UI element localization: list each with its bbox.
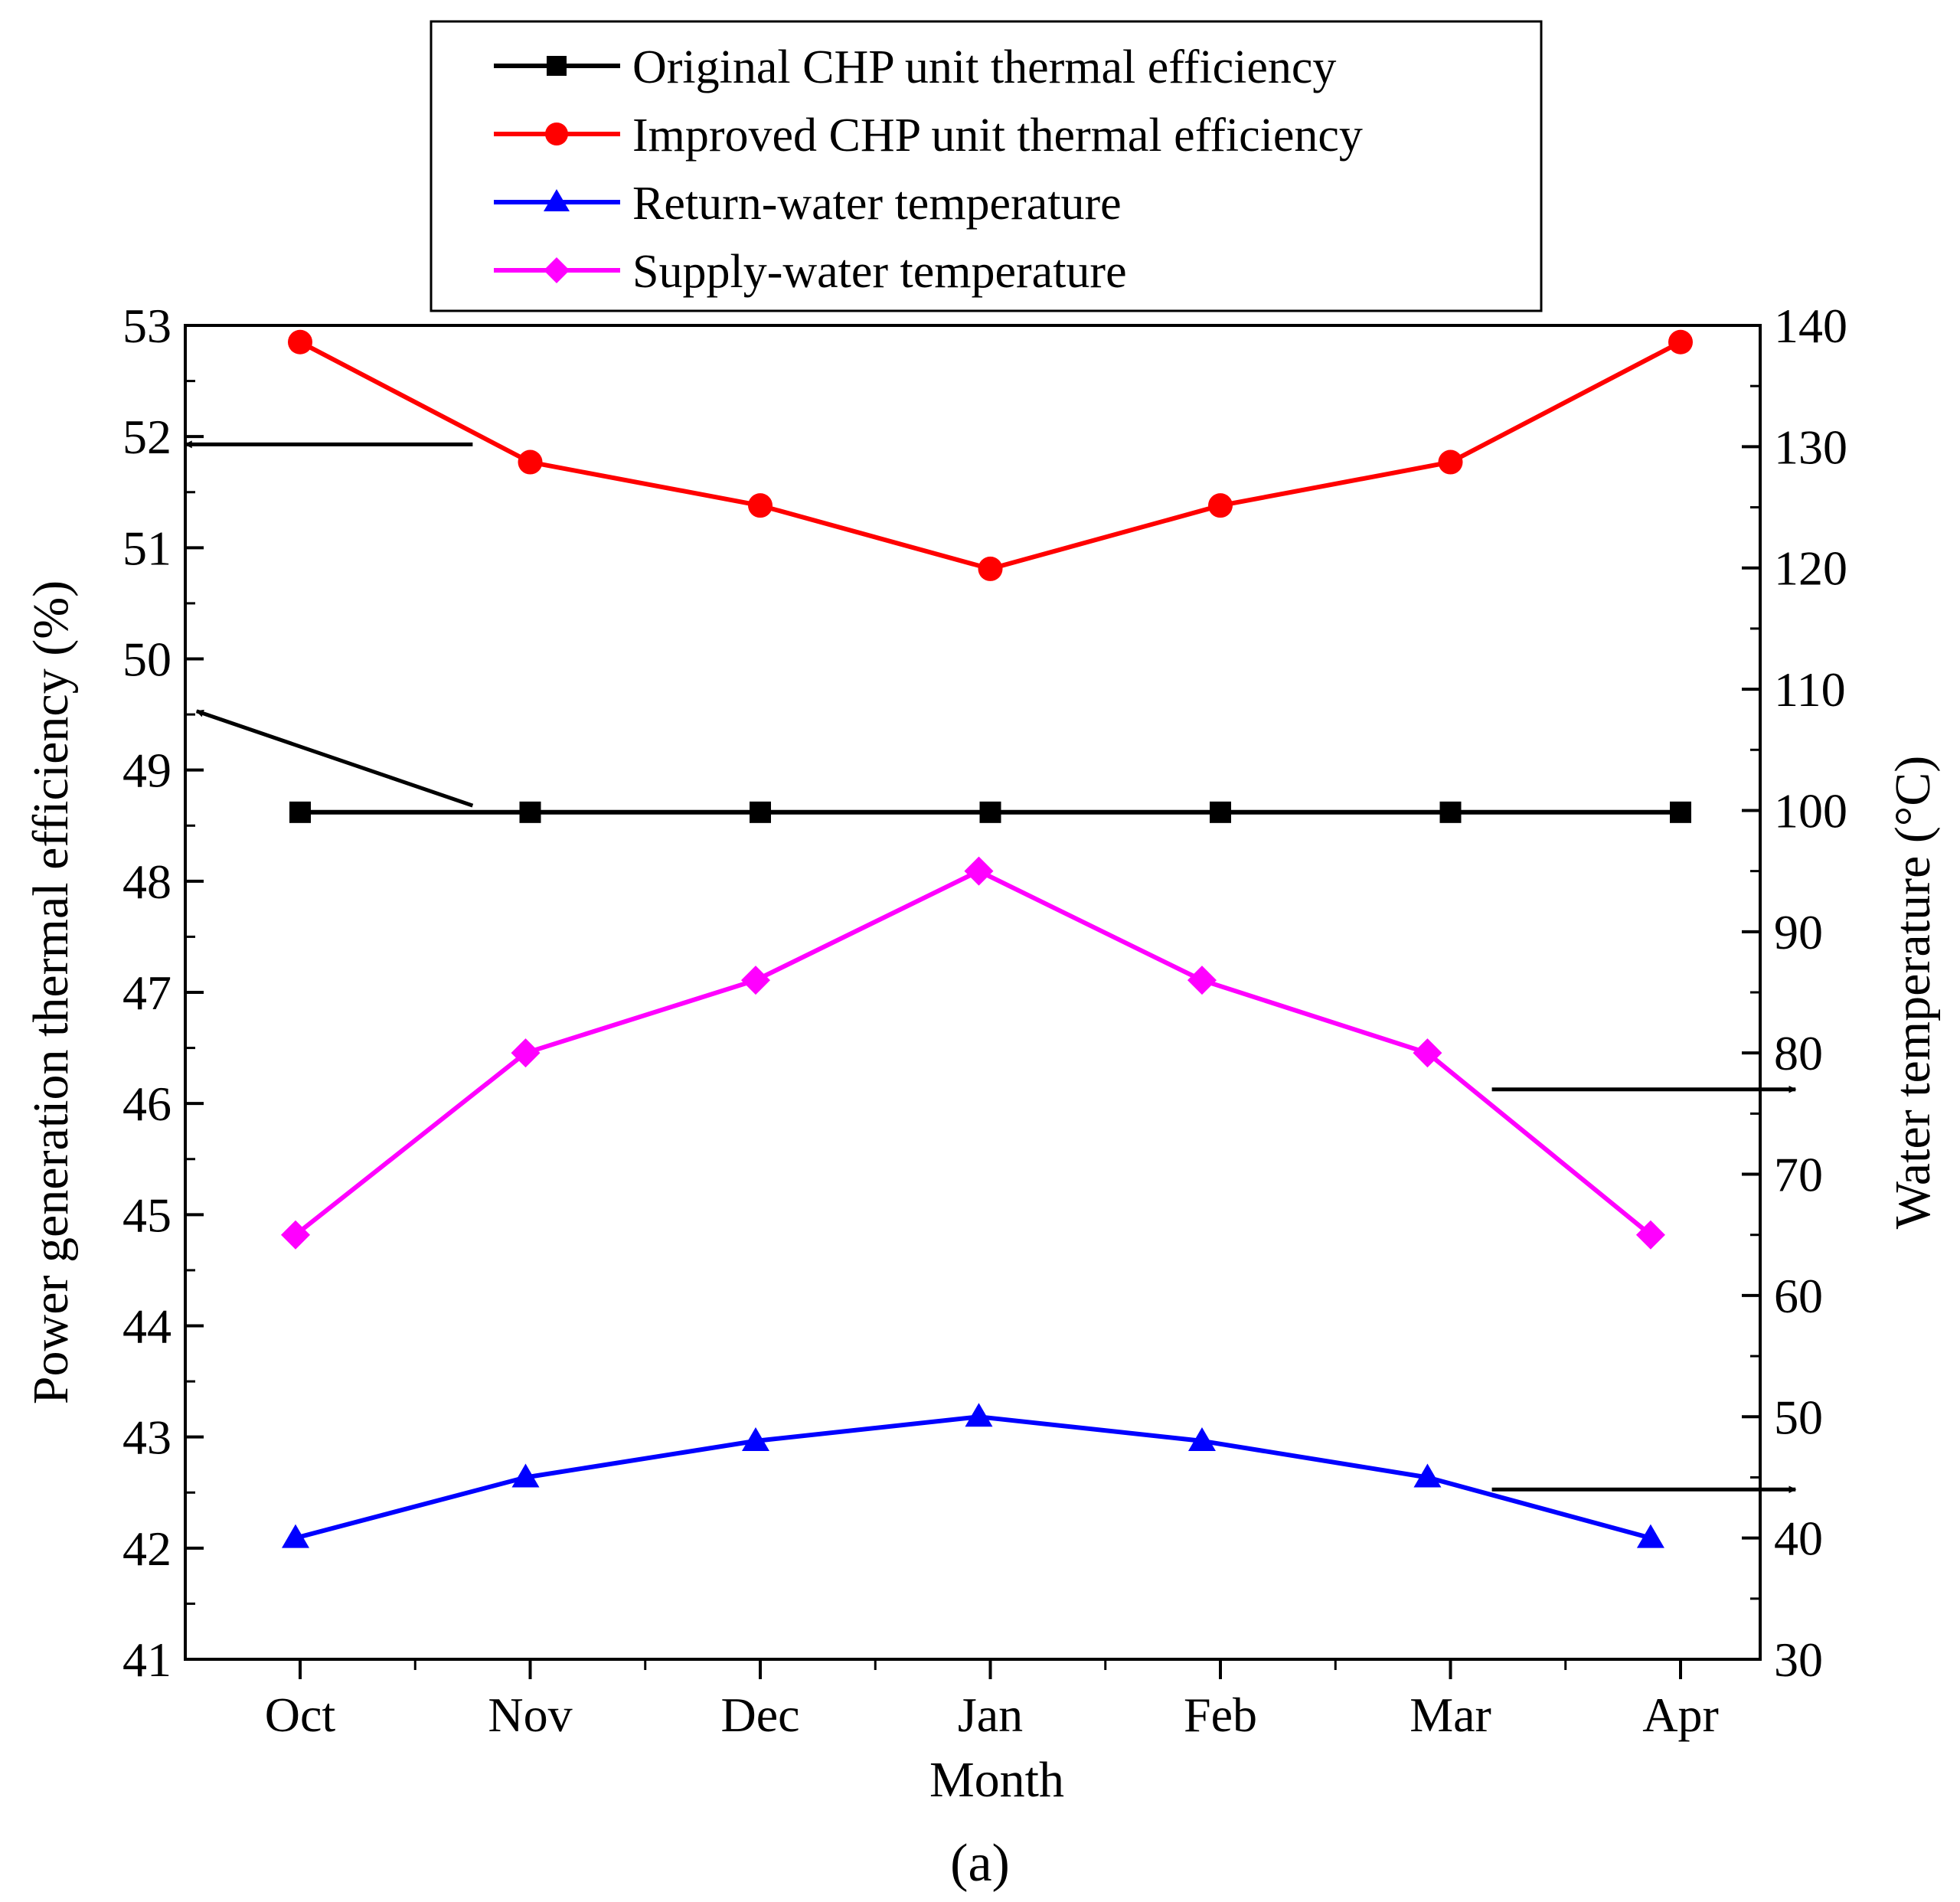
- right-axis-ticks: 30 40 50 60 70 80 90 100 110 120 130 140: [1742, 299, 1847, 1687]
- data-point-square: [1439, 801, 1462, 823]
- data-point-triangle: [281, 1524, 309, 1548]
- data-point-circle: [518, 449, 543, 475]
- left-tick-label: 46: [122, 1077, 172, 1131]
- legend-item-original: Original CHP unit thermal efficiency: [494, 41, 1336, 93]
- x-axis-title: Month: [929, 1752, 1064, 1808]
- data-point-diamond: [1635, 1220, 1665, 1250]
- right-tick-label: 60: [1774, 1269, 1823, 1323]
- right-tick-label: 110: [1774, 662, 1846, 717]
- right-tick-label: 40: [1774, 1511, 1823, 1566]
- left-tick-label: 51: [122, 521, 172, 575]
- data-point-square: [979, 801, 1001, 823]
- left-axis-title: Power generation thermal efficiency (%): [23, 580, 79, 1404]
- series-2: [288, 329, 1693, 581]
- data-point-diamond: [280, 1220, 310, 1250]
- left-tick-label: 44: [122, 1299, 172, 1354]
- left-tick-label: 50: [122, 632, 172, 687]
- series-1: [289, 801, 1691, 823]
- legend-box: [430, 20, 1543, 312]
- x-tick-label: Jan: [958, 1688, 1023, 1742]
- right-tick-label: 140: [1774, 299, 1847, 353]
- left-tick-label: 42: [122, 1521, 172, 1576]
- data-point-circle: [1208, 493, 1233, 518]
- right-tick-label: 70: [1774, 1148, 1823, 1202]
- left-tick-label: 48: [122, 855, 172, 909]
- data-point-diamond: [964, 856, 994, 886]
- left-tick-label: 47: [122, 966, 172, 1020]
- series-line: [299, 340, 1682, 571]
- data-point-square: [289, 801, 311, 823]
- legend-label-original: Original CHP unit thermal efficiency: [632, 41, 1336, 93]
- data-point-circle: [978, 556, 1003, 581]
- legend-label-return-water: Return-water temperature: [632, 178, 1122, 230]
- data-point-circle: [288, 329, 312, 355]
- data-point-diamond: [511, 1038, 541, 1068]
- right-tick-label: 50: [1774, 1390, 1823, 1444]
- x-tick-label: Nov: [488, 1688, 572, 1742]
- x-tick-label: Apr: [1642, 1688, 1719, 1742]
- right-tick-label: 100: [1774, 783, 1847, 838]
- legend-label-supply-water: Supply-water temperature: [632, 246, 1127, 298]
- left-tick-label: 41: [122, 1632, 172, 1687]
- data-point-square: [1670, 801, 1691, 823]
- series-layer: [280, 329, 1693, 1548]
- data-point-square: [750, 801, 771, 823]
- legend-marker-triangle: [544, 189, 570, 211]
- data-point-triangle: [965, 1403, 993, 1427]
- data-point-circle: [748, 493, 773, 518]
- x-axis-ticks: Oct Nov Dec Jan Feb Mar Apr: [265, 1659, 1719, 1742]
- right-tick-label: 120: [1774, 541, 1847, 596]
- data-point-circle: [1438, 449, 1463, 475]
- data-point-triangle: [1636, 1524, 1664, 1548]
- data-point-triangle: [1187, 1426, 1216, 1451]
- left-tick-label: 52: [122, 410, 172, 464]
- left-tick-label: 53: [122, 299, 172, 353]
- x-tick-label: Mar: [1410, 1688, 1491, 1742]
- legend-label-improved: Improved CHP unit thermal efficiency: [632, 109, 1363, 162]
- legend-item-return-water: Return-water temperature: [494, 178, 1122, 230]
- series-line: [295, 1414, 1651, 1541]
- x-tick-label: Dec: [720, 1688, 799, 1742]
- data-point-diamond: [1413, 1038, 1442, 1068]
- left-axis-ticks: 41 42 43 44 45 46 47 48 49 50 51 52 53: [122, 299, 204, 1687]
- axis-pointer-arrow: [195, 709, 474, 808]
- data-point-diamond: [1187, 966, 1217, 995]
- x-tick-label: Feb: [1184, 1688, 1257, 1742]
- annotation-layer: [184, 440, 1797, 1494]
- legend-marker-circle: [545, 123, 568, 145]
- left-tick-label: 45: [122, 1188, 172, 1242]
- left-tick-label: 43: [122, 1410, 172, 1465]
- legend-item-improved: Improved CHP unit thermal efficiency: [494, 109, 1363, 162]
- data-point-triangle: [741, 1426, 769, 1451]
- right-tick-label: 30: [1774, 1632, 1823, 1687]
- plot-frame: [184, 324, 1762, 1661]
- series-4: [280, 856, 1665, 1250]
- x-tick-label: Oct: [265, 1688, 336, 1742]
- series-3: [281, 1403, 1664, 1548]
- series-line: [294, 868, 1652, 1237]
- data-point-triangle: [1413, 1463, 1442, 1488]
- data-point-square: [519, 801, 541, 823]
- legend: Original CHP unit thermal efficiency Imp…: [430, 20, 1543, 312]
- left-tick-label: 49: [122, 743, 172, 798]
- panel-label: (a): [950, 1834, 1010, 1893]
- right-tick-label: 80: [1774, 1026, 1823, 1080]
- right-tick-label: 90: [1774, 905, 1823, 959]
- legend-item-supply-water: Supply-water temperature: [494, 246, 1127, 298]
- legend-marker-square: [547, 56, 567, 76]
- data-point-circle: [1668, 329, 1693, 355]
- right-axis-title: Water temperature (°C): [1885, 756, 1941, 1229]
- data-point-diamond: [740, 966, 770, 995]
- data-point-triangle: [511, 1463, 540, 1488]
- right-tick-label: 130: [1774, 420, 1847, 474]
- legend-marker-diamond: [544, 257, 570, 283]
- data-point-square: [1210, 801, 1231, 823]
